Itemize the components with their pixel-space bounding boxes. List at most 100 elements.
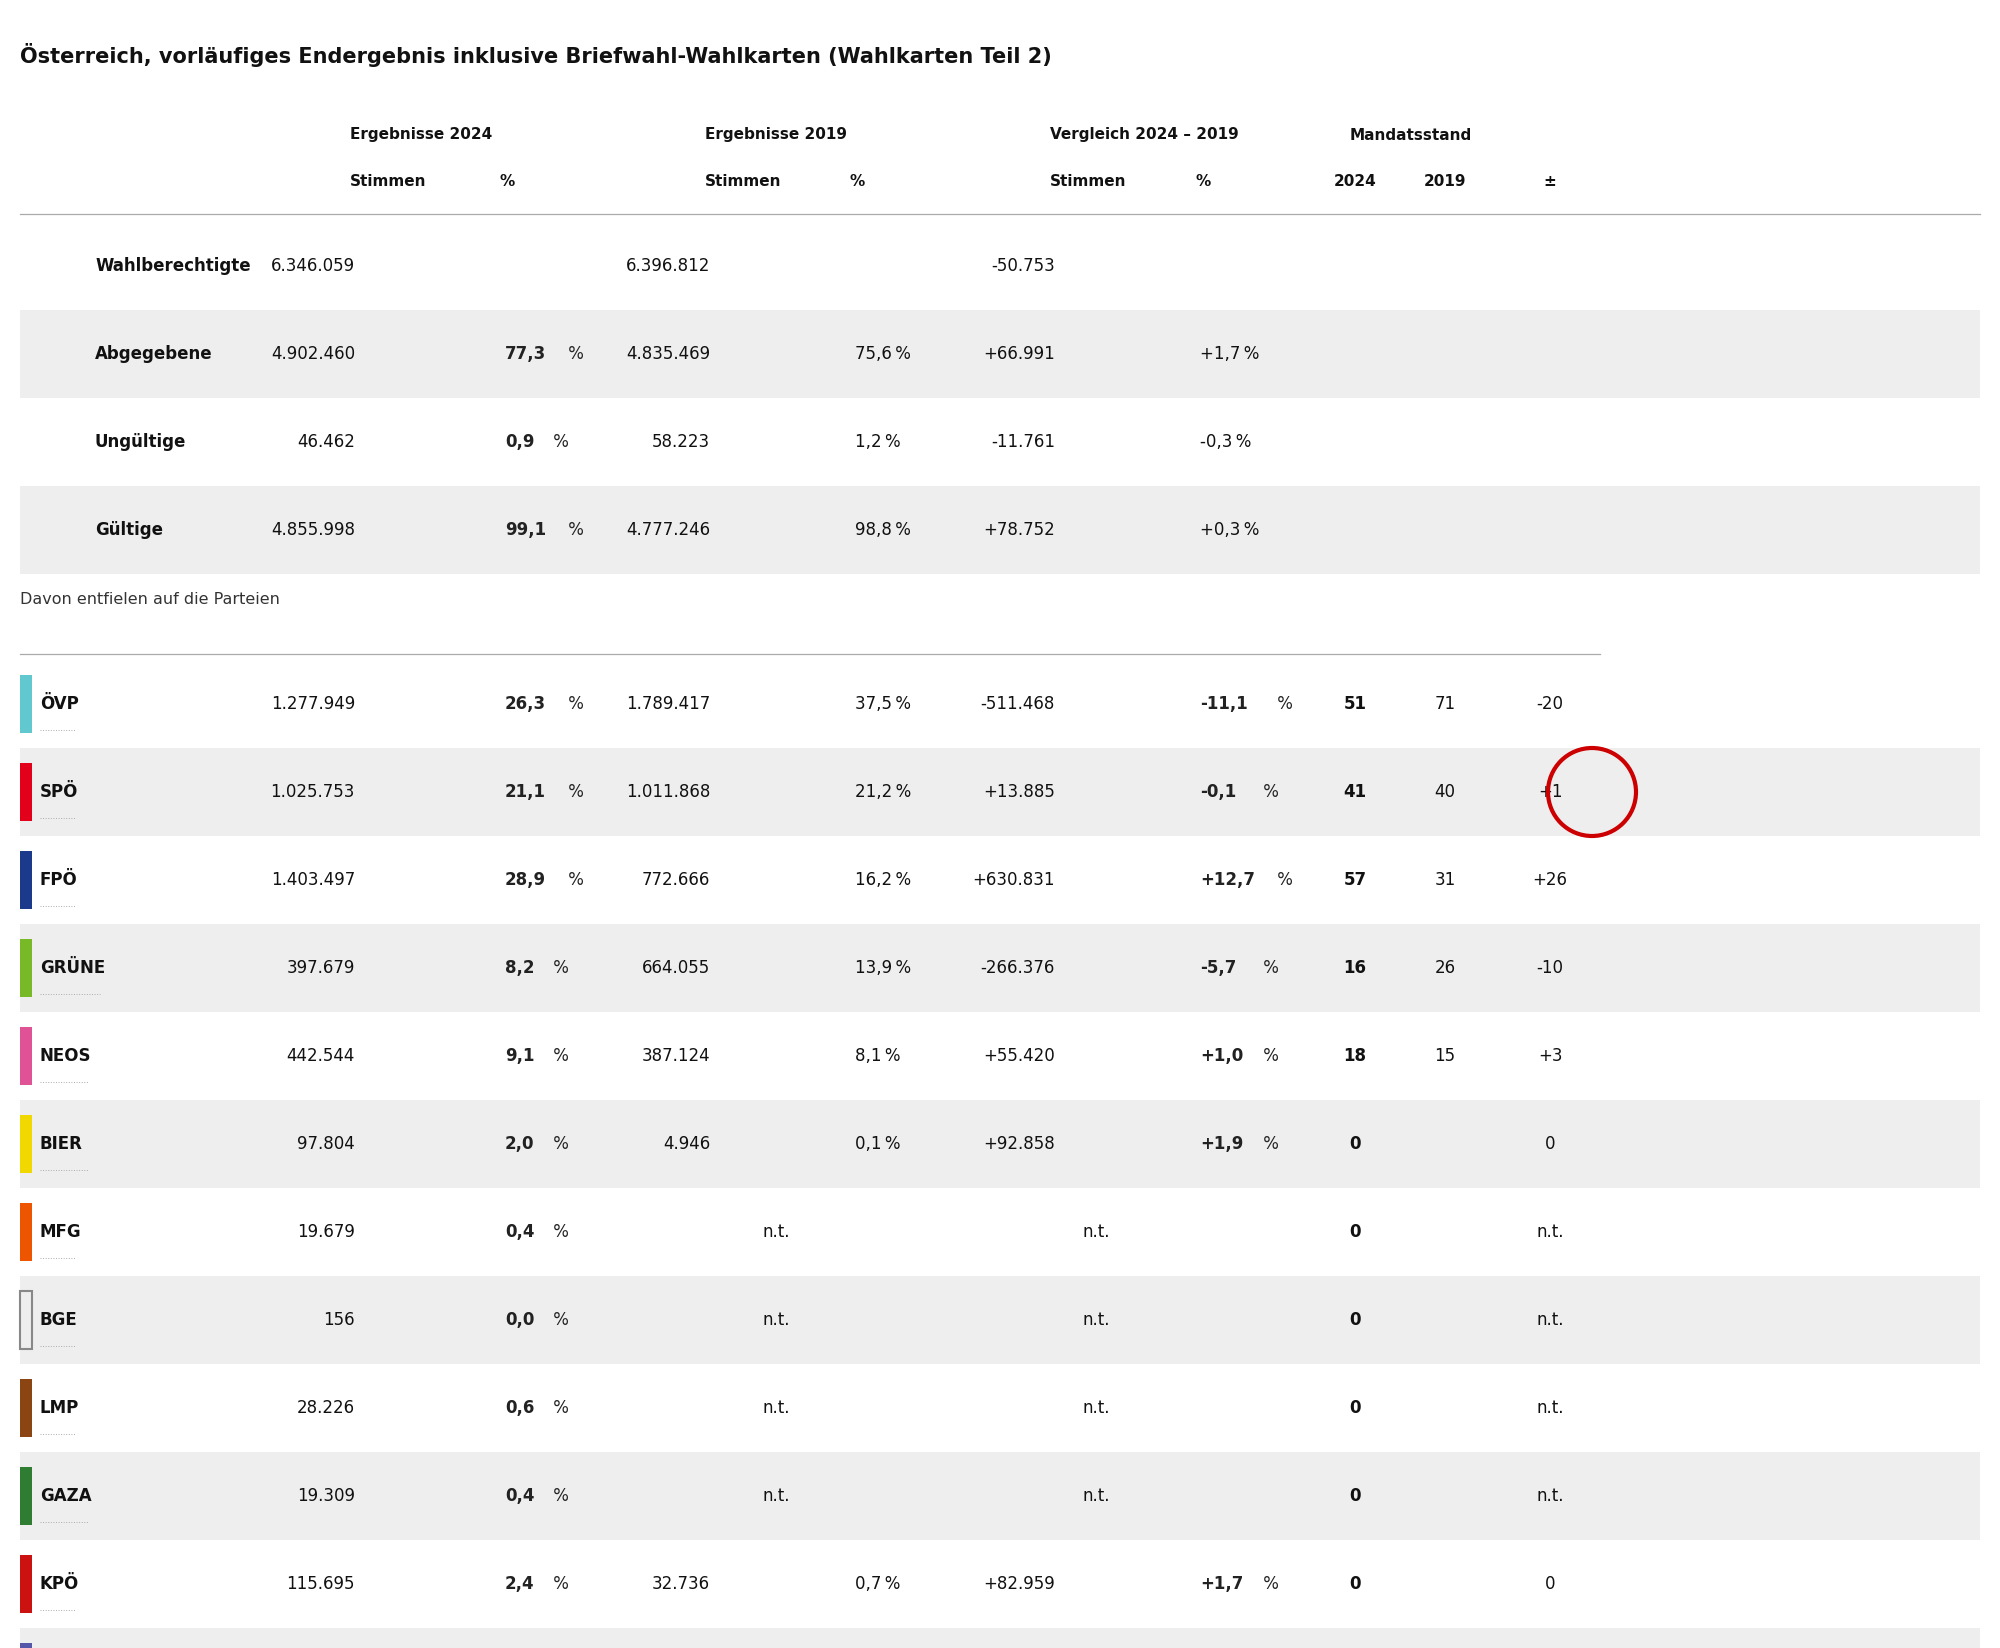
- Text: MFG: MFG: [40, 1223, 82, 1241]
- Text: 1,2 %: 1,2 %: [856, 433, 900, 452]
- Text: 16,2 %: 16,2 %: [856, 872, 912, 888]
- Text: 15: 15: [1434, 1046, 1456, 1065]
- Text: 13,9 %: 13,9 %: [856, 959, 912, 977]
- Bar: [20, 836, 1980, 925]
- Text: 75,6 %: 75,6 %: [856, 344, 910, 363]
- Bar: [20, 1556, 32, 1613]
- Text: n.t.: n.t.: [1082, 1312, 1110, 1328]
- Text: %: %: [548, 1046, 570, 1065]
- Text: 0: 0: [1350, 1223, 1360, 1241]
- Text: 0,4: 0,4: [504, 1486, 534, 1505]
- Text: %: %: [548, 1223, 570, 1241]
- Text: 0,6: 0,6: [504, 1399, 534, 1417]
- Text: BGE: BGE: [40, 1312, 78, 1328]
- Text: -20: -20: [1536, 695, 1564, 714]
- Text: ±: ±: [1544, 175, 1556, 190]
- Bar: [20, 1292, 32, 1348]
- Bar: [20, 748, 1980, 836]
- Text: -0,3 %: -0,3 %: [1200, 433, 1252, 452]
- Bar: [20, 222, 1980, 310]
- Text: %: %: [850, 175, 866, 190]
- Text: 387.124: 387.124: [642, 1046, 710, 1065]
- Text: -511.468: -511.468: [980, 695, 1056, 714]
- Text: 8,1 %: 8,1 %: [856, 1046, 900, 1065]
- Text: Stimmen: Stimmen: [1050, 175, 1126, 190]
- Bar: [20, 1539, 1980, 1628]
- Text: -11.761: -11.761: [992, 433, 1056, 452]
- Text: +66.991: +66.991: [984, 344, 1056, 363]
- Text: 57: 57: [1344, 872, 1366, 888]
- Text: 4.946: 4.946: [662, 1135, 710, 1154]
- Text: 19.309: 19.309: [296, 1486, 356, 1505]
- Text: 19.679: 19.679: [298, 1223, 356, 1241]
- Text: 31: 31: [1434, 872, 1456, 888]
- Text: 4.835.469: 4.835.469: [626, 344, 710, 363]
- Text: n.t.: n.t.: [762, 1223, 790, 1241]
- Text: 51: 51: [1344, 695, 1366, 714]
- Text: %: %: [562, 695, 584, 714]
- Text: +3: +3: [1538, 1046, 1562, 1065]
- Bar: [20, 659, 1980, 748]
- Text: Ergebnisse 2019: Ergebnisse 2019: [704, 127, 848, 142]
- Text: 99,1: 99,1: [504, 521, 546, 539]
- Text: ÖVP: ÖVP: [40, 695, 78, 714]
- Text: 397.679: 397.679: [286, 959, 356, 977]
- Text: Vergleich 2024 – 2019: Vergleich 2024 – 2019: [1050, 127, 1238, 142]
- Text: 0: 0: [1350, 1312, 1360, 1328]
- Bar: [20, 1027, 32, 1084]
- Text: n.t.: n.t.: [762, 1486, 790, 1505]
- Text: 772.666: 772.666: [642, 872, 710, 888]
- Text: +1: +1: [1538, 783, 1562, 801]
- Text: 28.226: 28.226: [296, 1399, 356, 1417]
- Text: 1.025.753: 1.025.753: [270, 783, 356, 801]
- Text: 664.055: 664.055: [642, 959, 710, 977]
- Text: n.t.: n.t.: [762, 1312, 790, 1328]
- Text: SPÖ: SPÖ: [40, 783, 78, 801]
- Text: 0: 0: [1350, 1135, 1360, 1154]
- Text: 0,7 %: 0,7 %: [856, 1575, 900, 1594]
- Text: +55.420: +55.420: [984, 1046, 1056, 1065]
- Text: %: %: [1272, 872, 1292, 888]
- Text: -50.753: -50.753: [992, 257, 1056, 275]
- Text: Davon entfielen auf die Parteien: Davon entfielen auf die Parteien: [20, 592, 280, 606]
- Bar: [20, 1099, 1980, 1188]
- Text: n.t.: n.t.: [1536, 1486, 1564, 1505]
- Text: +1,7 %: +1,7 %: [1200, 344, 1260, 363]
- Text: GAZA: GAZA: [40, 1486, 92, 1505]
- Text: %: %: [548, 1575, 570, 1594]
- Text: Mandatsstand: Mandatsstand: [1350, 127, 1472, 142]
- Text: %: %: [548, 959, 570, 977]
- Text: %: %: [500, 175, 516, 190]
- Bar: [20, 1365, 1980, 1452]
- Text: +26: +26: [1532, 872, 1568, 888]
- Text: Abgegebene: Abgegebene: [96, 344, 212, 363]
- Text: %: %: [548, 1486, 570, 1505]
- Text: %: %: [562, 783, 584, 801]
- Text: 1.403.497: 1.403.497: [270, 872, 356, 888]
- Text: +78.752: +78.752: [984, 521, 1056, 539]
- Text: 41: 41: [1344, 783, 1366, 801]
- Text: -11,1: -11,1: [1200, 695, 1248, 714]
- Text: 0,1 %: 0,1 %: [856, 1135, 900, 1154]
- Bar: [20, 852, 32, 908]
- Bar: [20, 676, 32, 733]
- Bar: [20, 763, 32, 821]
- Text: 2,4: 2,4: [504, 1575, 534, 1594]
- Text: +1,0: +1,0: [1200, 1046, 1244, 1065]
- Text: 32.736: 32.736: [652, 1575, 710, 1594]
- Text: 0: 0: [1350, 1486, 1360, 1505]
- Text: 37,5 %: 37,5 %: [856, 695, 912, 714]
- Text: KPÖ: KPÖ: [40, 1575, 80, 1594]
- Bar: [20, 399, 1980, 486]
- Text: -5,7: -5,7: [1200, 959, 1236, 977]
- Text: -266.376: -266.376: [980, 959, 1056, 977]
- Text: 8,2: 8,2: [504, 959, 534, 977]
- Text: %: %: [562, 521, 584, 539]
- Text: %: %: [1258, 959, 1278, 977]
- Text: %: %: [1196, 175, 1210, 190]
- Text: 18: 18: [1344, 1046, 1366, 1065]
- Text: n.t.: n.t.: [1082, 1223, 1110, 1241]
- Text: BIER: BIER: [40, 1135, 82, 1154]
- Text: +630.831: +630.831: [972, 872, 1056, 888]
- Text: 2,0: 2,0: [504, 1135, 534, 1154]
